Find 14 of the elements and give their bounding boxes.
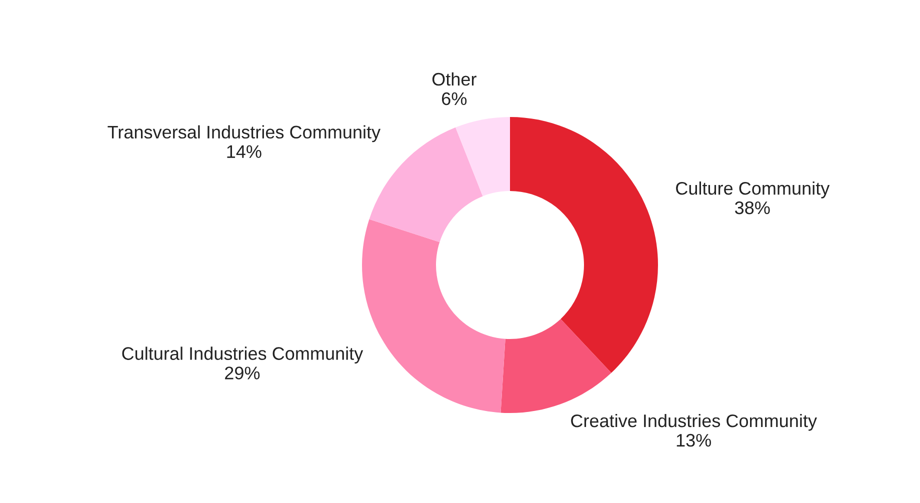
data-label: 14% — [227, 145, 262, 158]
donut-slice — [500, 318, 612, 413]
donut-slice — [362, 219, 506, 413]
slice-label: Culture Community — [676, 181, 830, 198]
data-label: 6% — [442, 92, 467, 106]
slice-label: Cultural Industries Community — [122, 346, 364, 364]
data-label: 13% — [676, 434, 711, 447]
slice-label: Other — [432, 72, 476, 86]
donut-slice — [456, 117, 510, 196]
donut-slice — [510, 117, 658, 373]
data-label: 29% — [225, 366, 260, 380]
data-label: 38% — [735, 201, 770, 214]
slice-label: Creative Industries Community — [571, 414, 817, 431]
slice-label: Transversal Industries Community — [108, 125, 381, 142]
